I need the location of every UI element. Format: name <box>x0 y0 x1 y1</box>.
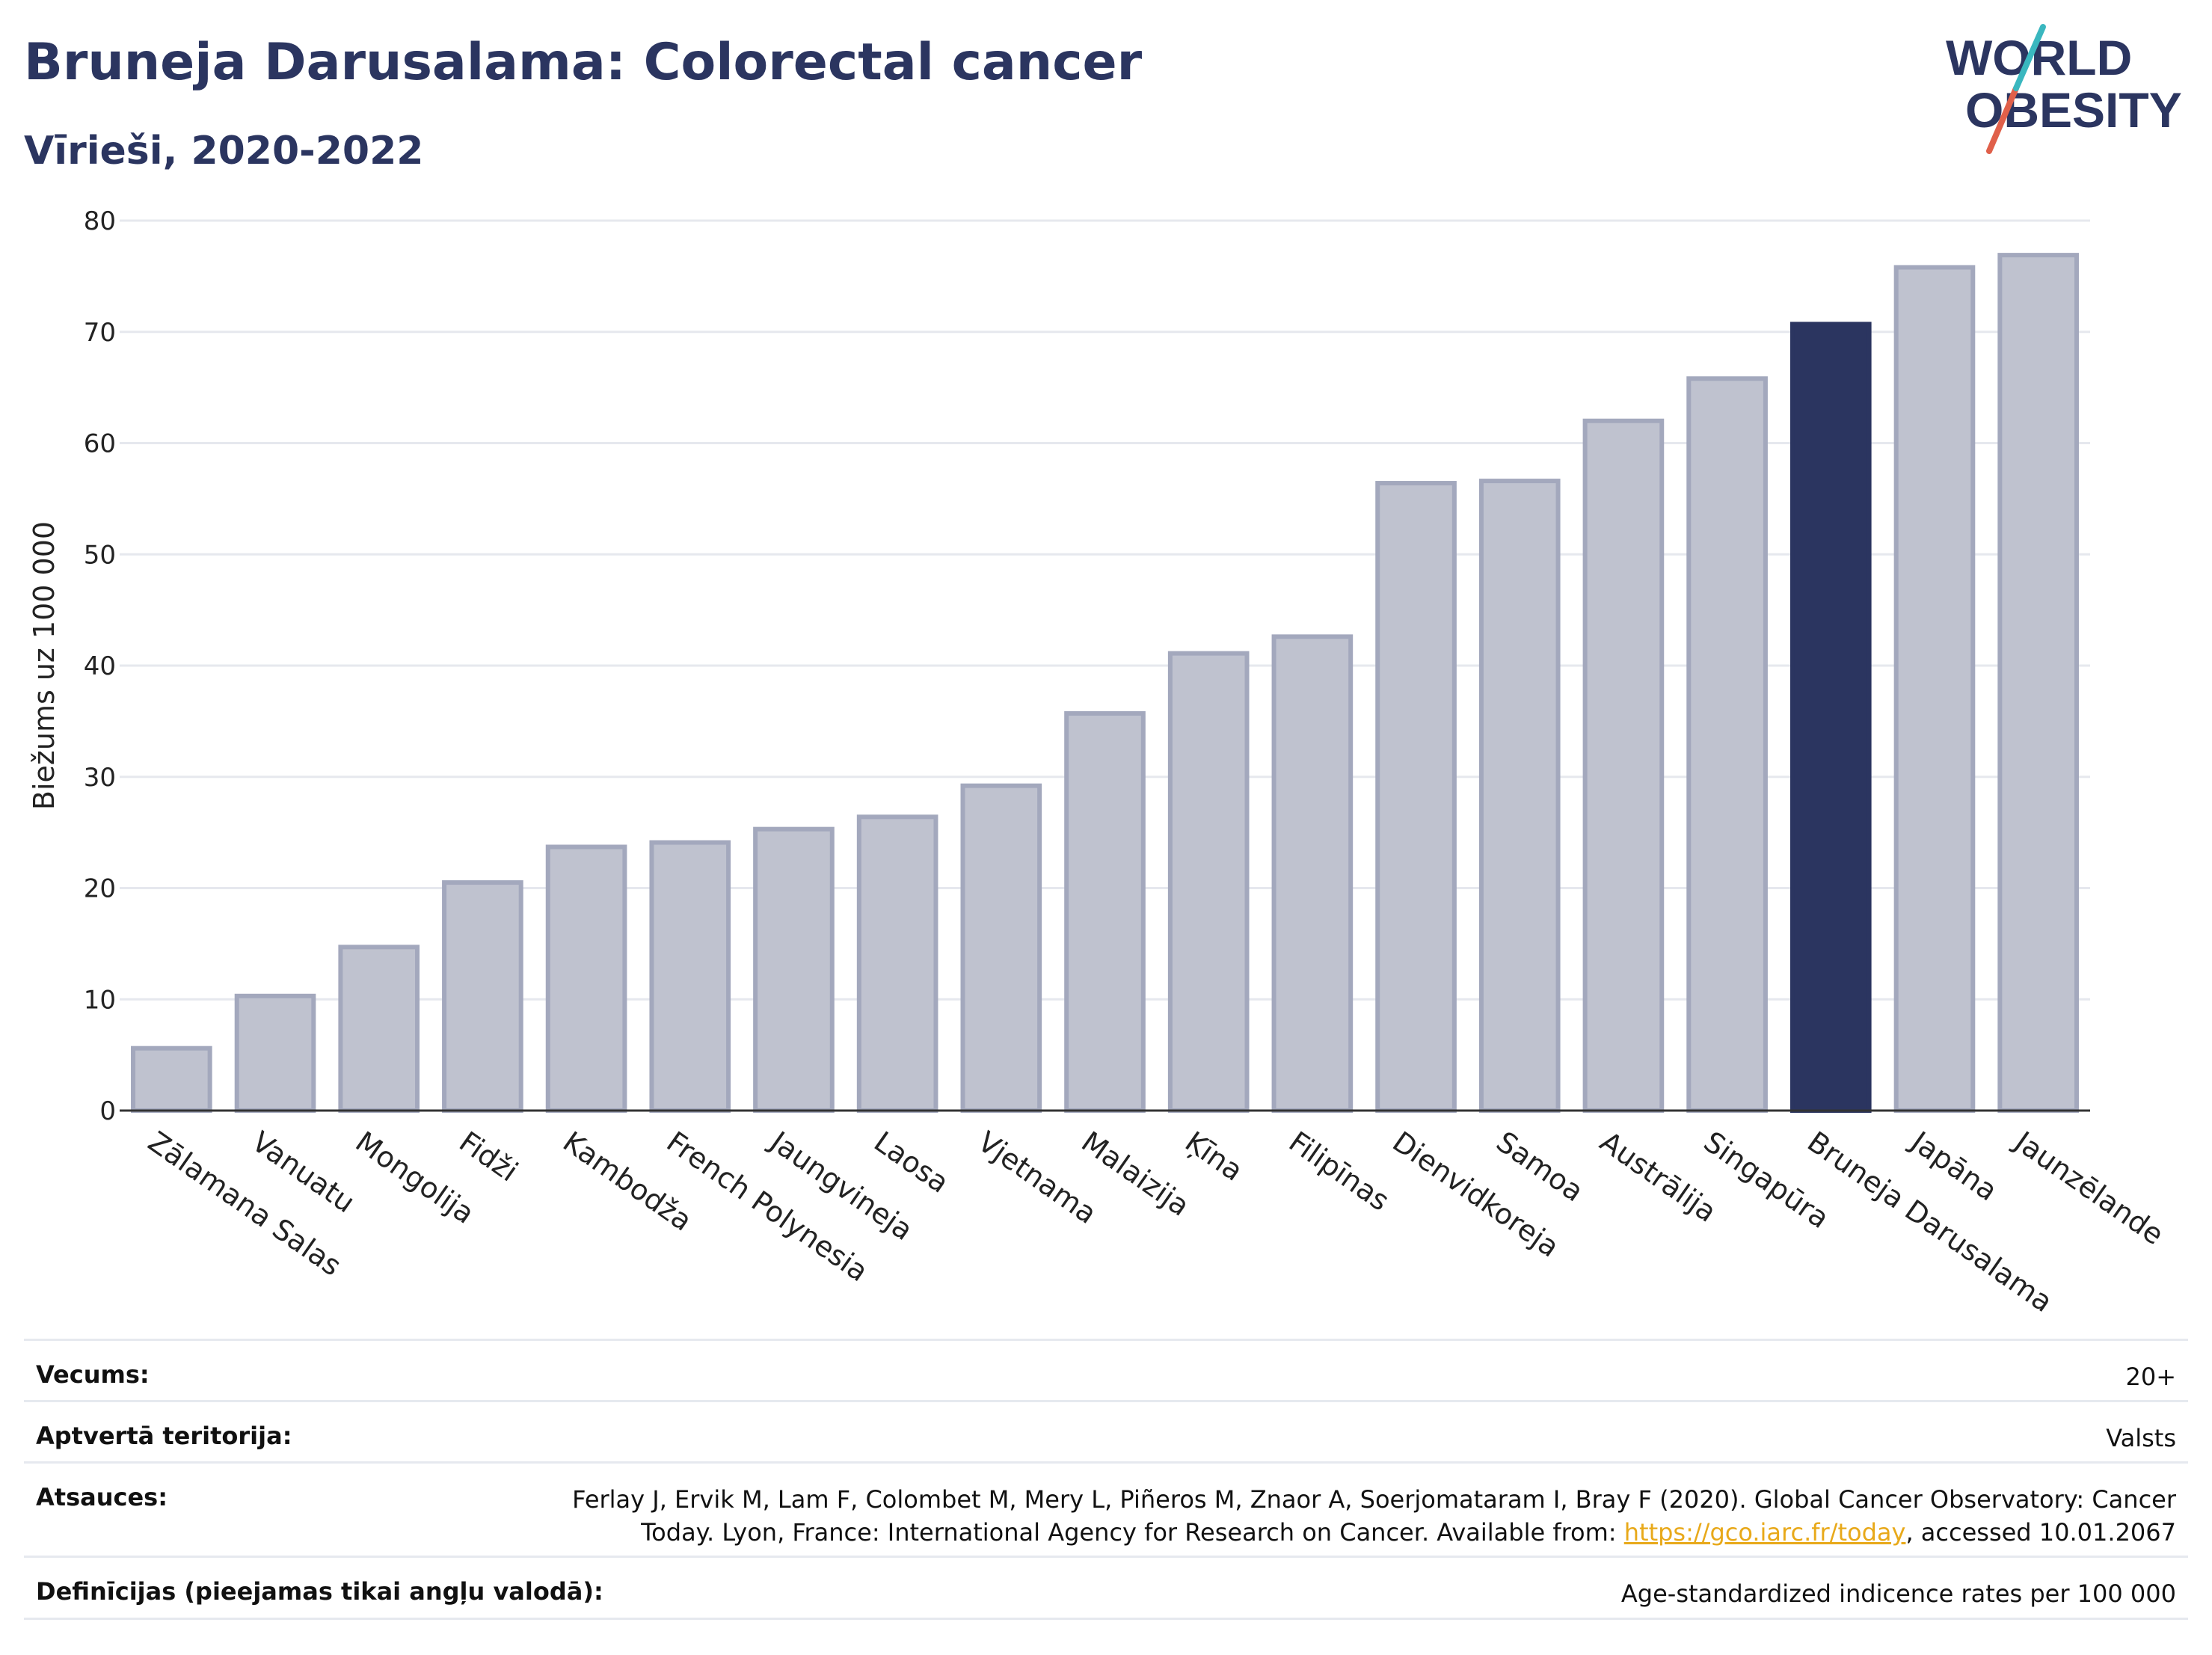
bar <box>856 814 938 1114</box>
info-row-coverage: Aptvertā teritorija: Valsts <box>24 1400 2188 1462</box>
y-tick-label: 80 <box>84 206 116 236</box>
bar <box>753 826 835 1113</box>
chart-title: Bruneja Darusalama: Colorectal cancer <box>24 33 1143 92</box>
bar <box>1375 481 1457 1113</box>
y-tick-label: 50 <box>84 540 116 570</box>
y-tick-label: 20 <box>84 874 116 904</box>
references-link[interactable]: https://gco.iarc.fr/today <box>1623 1518 1906 1547</box>
bar <box>649 840 731 1113</box>
definitions-value: Age-standardized indicence rates per 100… <box>1620 1579 2176 1608</box>
info-row-definitions: Definīcijas (pieejamas tikai angļu valod… <box>24 1556 2188 1620</box>
bar <box>234 993 316 1113</box>
y-tick-label: 70 <box>84 318 116 348</box>
y-tick-label: 30 <box>84 763 116 793</box>
bar-chart: 0 10 20 30 40 50 60 70 80 Biežums uz 100 000 Zālam… <box>28 206 2169 1316</box>
info-row-references: Atsauces: Ferlay J, Ervik M, Lam F, Colo… <box>24 1461 2188 1556</box>
age-value: 20+ <box>2125 1363 2176 1391</box>
x-tick-label: Filipīnas <box>1283 1125 1395 1218</box>
references-value: Ferlay J, Ervik M, Lam F, Colombet M, Me… <box>572 1483 2176 1549</box>
y-tick-label: 60 <box>84 429 116 459</box>
y-tick-label: 10 <box>84 985 116 1015</box>
x-tick-label: Laosa <box>868 1125 955 1200</box>
bar <box>338 945 420 1114</box>
bar <box>1789 322 1872 1113</box>
world-obesity-logo-graphic: WORLD OBESITY <box>1946 24 2182 154</box>
world-obesity-logo: WORLD OBESITY <box>1944 22 2199 157</box>
bar <box>1064 710 1146 1113</box>
age-label: Vecums: <box>36 1360 150 1389</box>
bar <box>1271 634 1354 1113</box>
references-line-1: Ferlay J, Ervik M, Lam F, Colombet M, Me… <box>572 1485 2176 1514</box>
references-label: Atsauces: <box>36 1483 168 1511</box>
bar <box>1167 651 1250 1113</box>
y-axis-label: Biežums uz 100 000 <box>28 521 61 810</box>
coverage-label: Aptvertā teritorija: <box>36 1422 292 1450</box>
bar <box>1893 265 1976 1114</box>
x-tick-label: Fidži <box>453 1125 523 1188</box>
bar <box>1686 376 1768 1114</box>
x-tick-label: Ķīna <box>1179 1125 1249 1188</box>
references-line-2-pre: Today. Lyon, France: International Agenc… <box>641 1518 1624 1547</box>
references-line-2-post: , accessed 10.01.2067 <box>1905 1518 2176 1547</box>
bar <box>545 844 627 1114</box>
x-tick-label: Zālamana Salas <box>142 1125 347 1282</box>
y-tick-label: 0 <box>99 1096 116 1126</box>
info-row-age: Vecums: 20+ <box>24 1339 2188 1401</box>
definitions-label: Definīcijas (pieejamas tikai angļu valod… <box>36 1577 603 1606</box>
y-tick-label: 40 <box>84 651 116 681</box>
coverage-value: Valsts <box>2106 1424 2176 1452</box>
x-tick-label: Austrālija <box>1594 1125 1723 1229</box>
bar <box>960 783 1042 1114</box>
bar <box>1478 479 1561 1113</box>
x-tick-label: Jaunzēlande <box>2008 1124 2169 1251</box>
bar <box>1582 418 1665 1113</box>
bar <box>131 1045 212 1113</box>
bar <box>1997 253 2079 1113</box>
bar <box>442 880 523 1113</box>
chart-subtitle: Vīrieši, 2020-2022 <box>24 129 424 174</box>
